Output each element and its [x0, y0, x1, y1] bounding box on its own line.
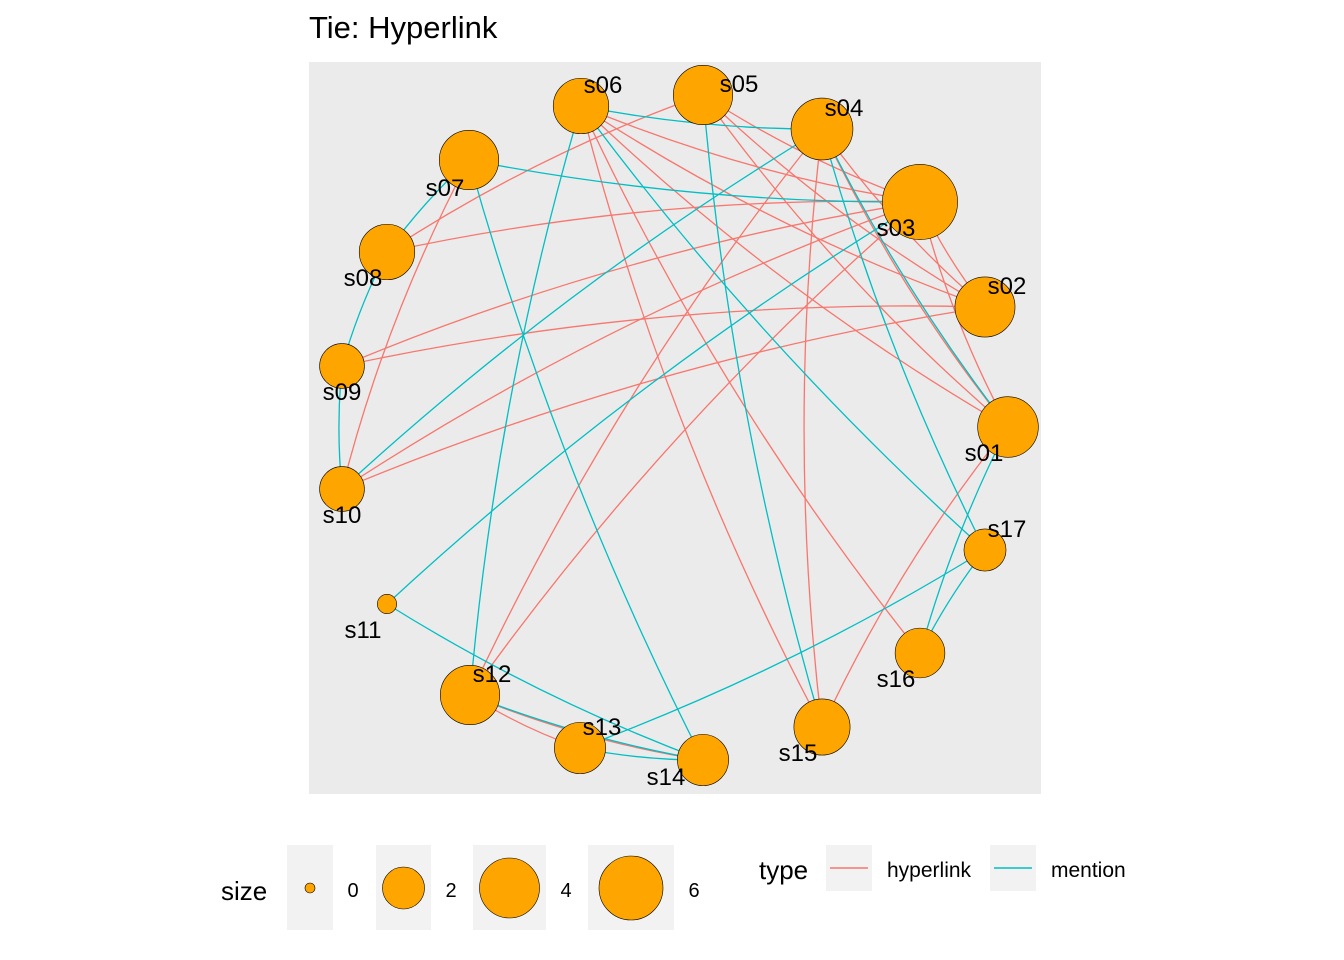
- edge-mention-s04-s17: [821, 128, 986, 551]
- plot-title: Tie: Hyperlink: [309, 10, 498, 45]
- edge-hyperlink-s04-s01: [821, 128, 1009, 428]
- node-s09: [319, 343, 365, 389]
- edge-hyperlink-s02-s09: [341, 305, 986, 367]
- edge-hyperlink-s06-s03: [580, 105, 921, 203]
- node-s13: [554, 722, 606, 774]
- edge-mention-s03-s11: [386, 201, 921, 605]
- edge-hyperlink-s05-s01: [702, 94, 1009, 428]
- node-s01: [977, 396, 1039, 458]
- node-label-s17: s17: [988, 516, 1027, 543]
- node-label-s12: s12: [473, 661, 512, 688]
- legend-size-circle-0: [304, 882, 316, 894]
- node-label-s04: s04: [825, 95, 864, 122]
- edge-mention-s04-s01: [821, 128, 1009, 428]
- node-s10: [319, 466, 365, 512]
- edge-hyperlink-s03-s12: [469, 201, 921, 696]
- nodes-layer: [319, 64, 1039, 786]
- edge-hyperlink-s06-s15: [580, 105, 823, 728]
- edge-hyperlink-s05-s08: [386, 94, 704, 253]
- node-label-s02: s02: [988, 273, 1027, 300]
- node-s17: [963, 528, 1007, 572]
- node-label-s08: s08: [344, 265, 383, 292]
- node-label-s01: s01: [965, 440, 1004, 467]
- node-label-s15: s15: [779, 740, 818, 767]
- edge-hyperlink-s01-s15: [821, 426, 1009, 728]
- node-s12: [439, 664, 501, 726]
- node-label-s11: s11: [345, 617, 382, 644]
- node-label-s16: s16: [877, 666, 916, 693]
- node-label-s06: s06: [584, 72, 623, 99]
- node-s04: [790, 97, 854, 161]
- node-s06: [552, 77, 610, 135]
- node-label-s09: s09: [323, 379, 362, 406]
- node-label-s03: s03: [877, 215, 916, 242]
- edge-mention-s05-s15: [702, 94, 823, 728]
- legend-type-label-hyperlink: hyperlink: [887, 859, 972, 882]
- node-s07: [438, 129, 500, 191]
- legend-size-label-4: 4: [560, 880, 571, 902]
- edge-hyperlink-s04-s15: [803, 128, 823, 728]
- edge-mention-s07-s14: [468, 159, 704, 761]
- legend-size: size 0 2 4 6: [221, 845, 700, 930]
- edge-hyperlink-s03-s09: [341, 201, 921, 367]
- node-label-s05: s05: [720, 71, 759, 98]
- edge-mention-s11-s14: [386, 603, 704, 761]
- node-s05: [672, 64, 734, 126]
- edge-mention-s06-s17: [580, 105, 986, 551]
- labels-layer: s01 s02 s03 s04 s05 s06 s07 s08 s09 s10 s11 s12 s13 s…: [323, 71, 1027, 791]
- node-s14: [677, 734, 729, 786]
- edge-hyperlink-s06-s02: [580, 105, 986, 308]
- edge-hyperlink-s07-s10: [341, 159, 470, 490]
- node-s03: [882, 164, 958, 240]
- legend-type-label-mention: mention: [1051, 859, 1126, 882]
- legend-size-circle-6: [598, 855, 664, 921]
- legend-type-title: type: [759, 855, 808, 885]
- node-s08: [358, 223, 416, 281]
- node-s02: [954, 276, 1016, 338]
- legend-size-circle-2: [382, 866, 425, 910]
- edge-mention-s13-s17: [579, 549, 986, 749]
- legend-type: type hyperlink mention: [759, 845, 1126, 891]
- edge-mention-s06-s12: [469, 105, 582, 696]
- edge-hyperlink-s06-s01: [580, 105, 1009, 428]
- node-label-s10: s10: [323, 502, 362, 529]
- edge-hyperlink-s03-s10: [341, 201, 921, 490]
- node-label-s13: s13: [583, 714, 622, 741]
- edge-hyperlink-s06-s16: [580, 105, 921, 654]
- legend-size-circle-4: [479, 857, 540, 919]
- legend-size-label-6: 6: [688, 880, 699, 902]
- edge-mention-s04-s10: [341, 128, 823, 490]
- node-s15: [793, 698, 851, 756]
- node-s11: [377, 594, 397, 614]
- edge-mention-s07-s03: [468, 159, 921, 203]
- node-s16: [894, 627, 946, 679]
- legend-size-label-0: 0: [347, 880, 358, 902]
- legend-size-label-2: 2: [445, 880, 456, 902]
- node-label-s14: s14: [647, 764, 686, 791]
- legend-size-title: size: [221, 876, 267, 906]
- node-label-s07: s07: [426, 175, 465, 202]
- edges-layer: [338, 94, 1009, 761]
